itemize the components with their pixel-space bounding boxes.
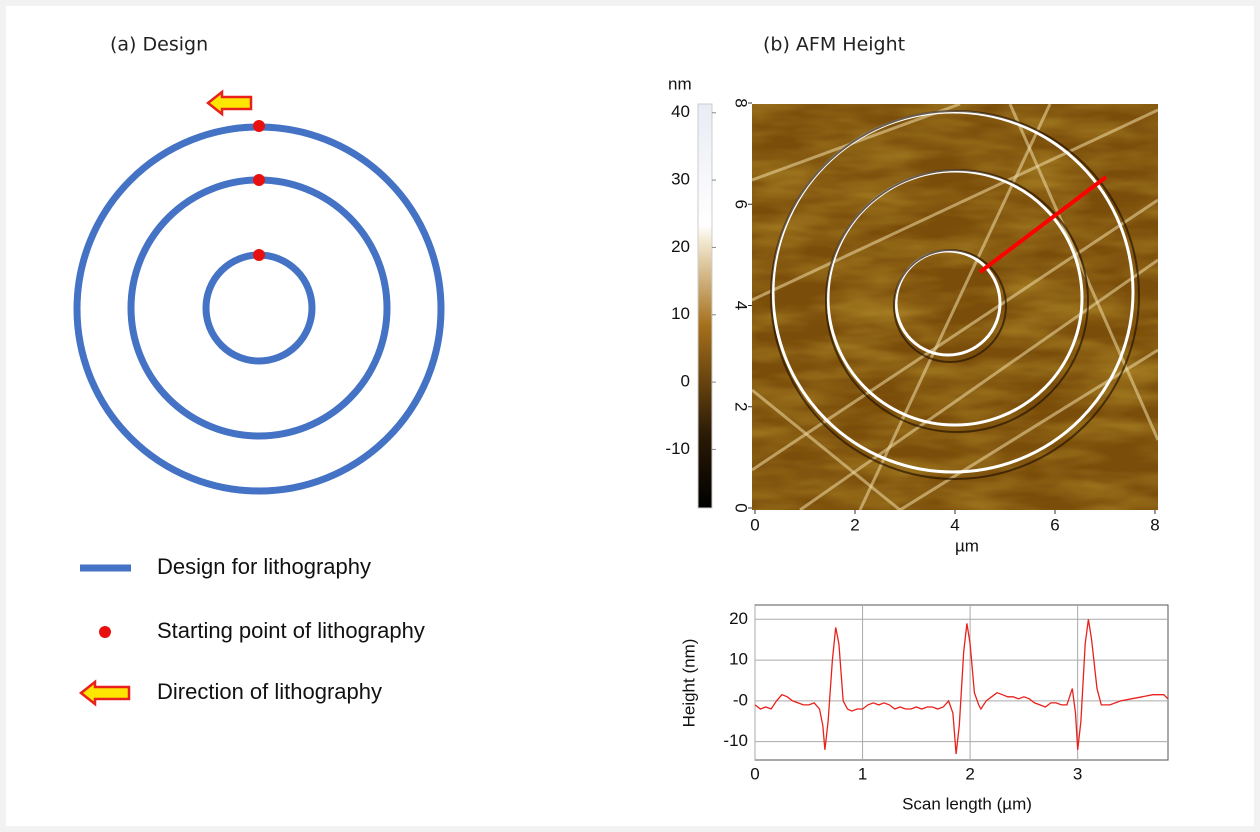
colorbar-tick-label: 30: [671, 170, 690, 189]
image-y-tick-label: 2: [732, 402, 751, 411]
x-tick-label: 3: [1073, 764, 1082, 783]
colorbar-tick-label: 20: [671, 237, 690, 256]
image-x-tick-label: 2: [850, 515, 859, 534]
image-x-label: µm: [955, 536, 979, 555]
y-tick-label: 10: [729, 650, 748, 669]
panel-a-title: (a) Design: [110, 34, 208, 56]
legend-label: Starting point of lithography: [157, 618, 425, 643]
profile-line: [754, 619, 1169, 754]
y-axis-label: Height (nm): [679, 639, 698, 728]
y-tick-label: -10: [723, 731, 748, 750]
colorbar-tick-label: 10: [671, 304, 690, 323]
x-axis-label: Scan length (µm): [902, 794, 1032, 813]
colorbar-tick-label: -10: [665, 439, 690, 458]
image-y-tick-label: 0: [732, 503, 751, 512]
y-tick-label: 20: [729, 609, 748, 628]
image-y-tick-label: 4: [732, 301, 751, 310]
x-tick-label: 0: [750, 764, 759, 783]
afm-image: [752, 104, 1158, 510]
panel-b-title: (b) AFM Height: [763, 34, 905, 56]
image-y-tick-label: 6: [732, 200, 751, 209]
colorbar: [697, 103, 713, 509]
legend-arrow: [78, 679, 131, 707]
x-tick-label: 2: [965, 764, 974, 783]
direction-arrow: [205, 89, 253, 117]
image-x-tick-label: 6: [1050, 515, 1059, 534]
colorbar-unit: nm: [668, 74, 692, 93]
x-tick-label: 1: [858, 764, 867, 783]
image-x-tick-label: 8: [1150, 515, 1159, 534]
legend-label: Direction of lithography: [157, 679, 382, 704]
legend-dot: [99, 626, 111, 638]
start-points: [253, 120, 265, 261]
image-x-tick-label: 4: [950, 515, 959, 534]
colorbar-tick-label: 40: [671, 102, 690, 121]
colorbar-tick-label: 0: [681, 372, 690, 391]
image-y-tick-label: 8: [732, 98, 751, 107]
image-x-tick-label: 0: [750, 515, 759, 534]
y-tick-label: -0: [733, 690, 748, 709]
legend-label: Design for lithography: [157, 554, 371, 579]
